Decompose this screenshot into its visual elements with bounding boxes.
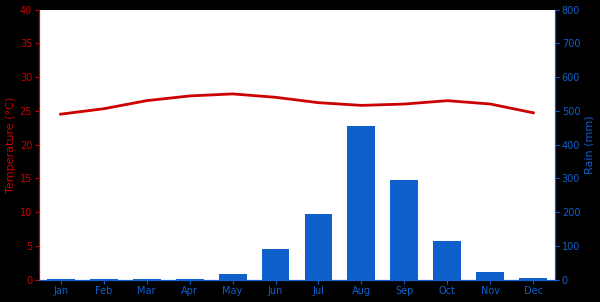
- Bar: [218, 274, 247, 279]
- Bar: [433, 241, 461, 279]
- Bar: [520, 278, 547, 279]
- Bar: [391, 180, 418, 279]
- Bar: [476, 272, 505, 279]
- Bar: [347, 126, 376, 279]
- Y-axis label: Rain (mm): Rain (mm): [584, 115, 595, 174]
- Bar: [262, 249, 289, 279]
- Y-axis label: Temperature (°C): Temperature (°C): [5, 96, 16, 193]
- Bar: [305, 214, 332, 279]
